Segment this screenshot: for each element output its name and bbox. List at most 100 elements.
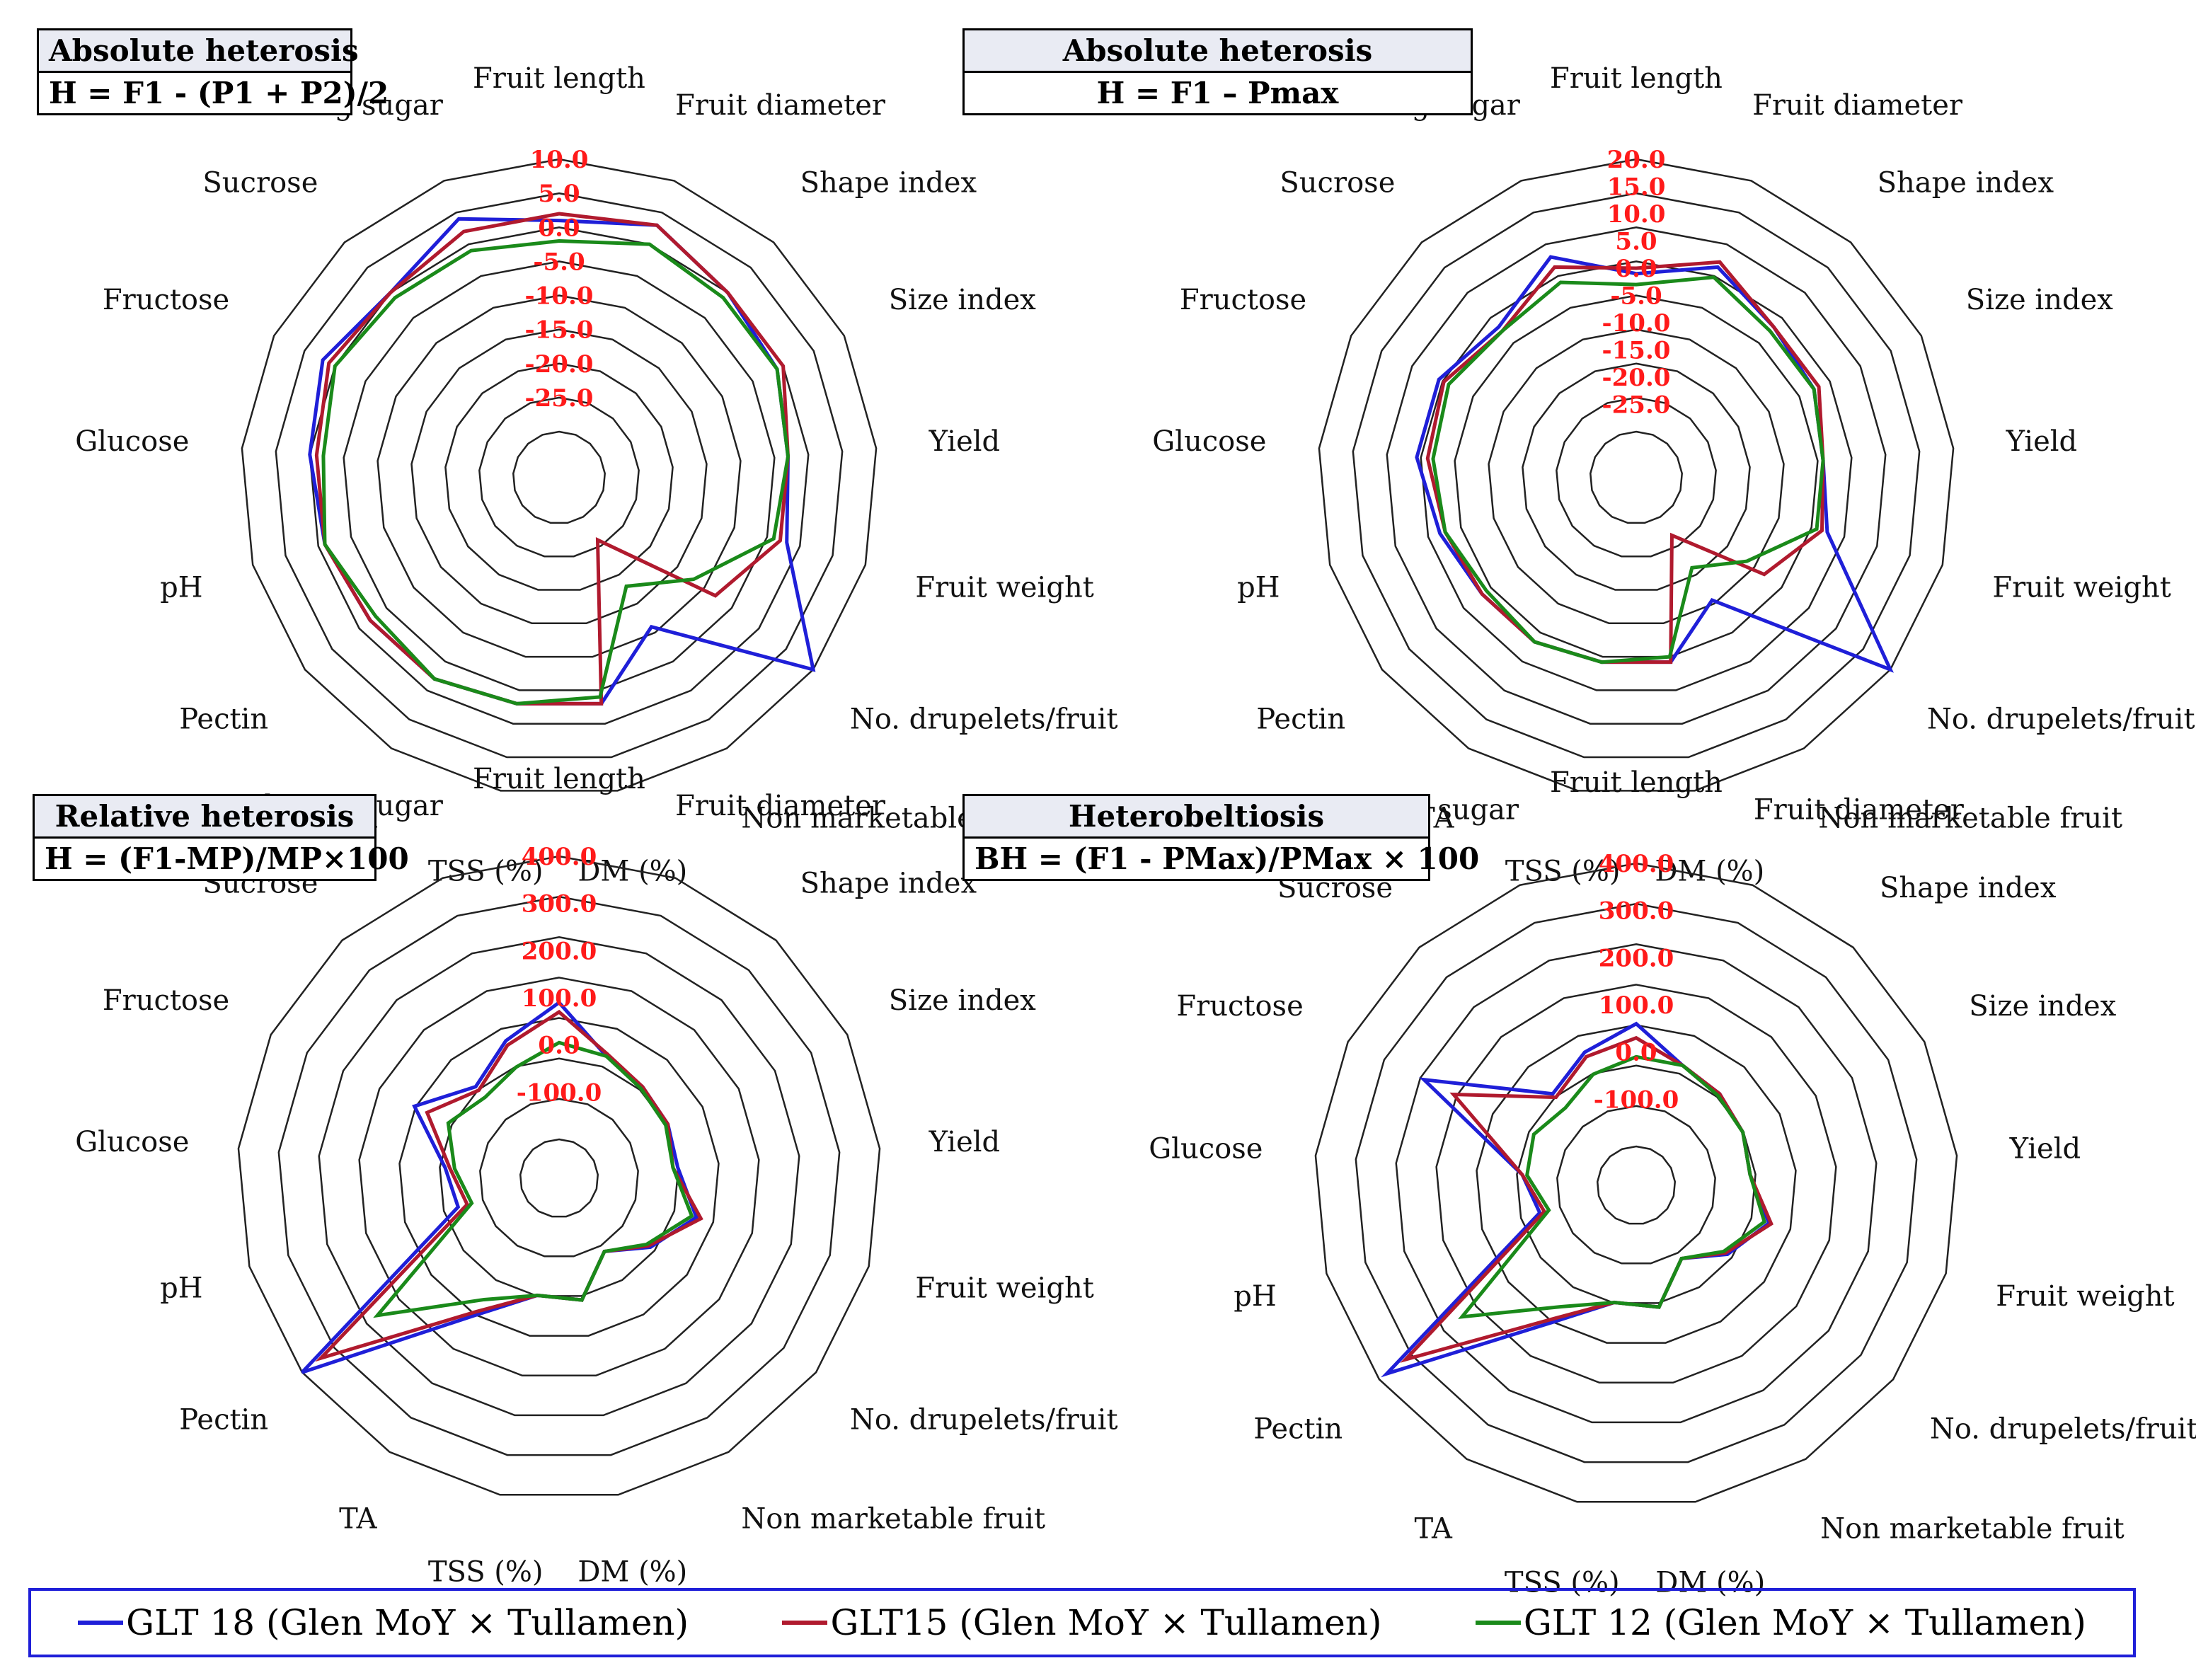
axis-label-size-index: Size index [1966,284,2113,316]
axis-label-tss: TSS (%) [428,1555,544,1588]
legend-label: GLT15 (Glen MoY × Tullamen) [830,1602,1382,1643]
axis-label-size-index: Size index [889,984,1036,1017]
axis-label-dm: DM (%) [577,1555,687,1588]
axis-label-fruit-length: Fruit length [473,763,645,795]
tick-label: -15.0 [525,316,594,345]
grid-ring [479,1098,639,1258]
axis-label-size-index: Size index [889,284,1036,316]
axis-label-fruit-weight: Fruit weight [1992,572,2171,604]
axis-label-fruit-length: Fruit length [1550,766,1723,799]
axis-label-fruit-length: Fruit length [1550,62,1723,95]
axis-label-size-index: Size index [1969,990,2116,1023]
tick-label: 300.0 [522,890,597,919]
tick-label: -20.0 [525,350,594,379]
axis-label-shape-index: Shape index [800,867,977,899]
axis-label-yield: Yield [2006,425,2078,458]
axis-label-sucrose: Sucrose [1280,166,1395,199]
panel-title: Absolute heterosis [39,30,359,73]
tick-label: -10.0 [525,282,594,311]
legend-label: GLT 18 (Glen MoY × Tullamen) [126,1602,689,1643]
grid-ring [512,430,606,524]
radar-chart-4: 400.0 300.0 200.0 100.0 0.0 -100.0 Fruit lengt… [1149,766,2196,1599]
tick-label: 5.0 [1615,228,1657,256]
grid-ring [1386,226,1887,725]
axis-label-fruit-diameter: Fruit diameter [1754,793,1965,826]
axis-label-fruit-length: Fruit length [473,62,645,95]
axis-label-no-drupelets-fruit: No. drupelets/fruit [850,703,1118,735]
axis-label-tss: TSS (%) [428,855,544,887]
grid-ring [1589,430,1683,524]
grid-ring [275,192,844,759]
axis-label-glucose: Glucose [75,425,189,458]
axis-label-yield: Yield [2009,1132,2081,1165]
grid-ring [241,158,878,792]
axis-label-shape-index: Shape index [1878,166,2054,199]
axis-label-glucose: Glucose [1152,425,1266,458]
grid-ring [1556,1105,1716,1265]
panel-title-box-2: Absolute heterosis H = F1 – Pmax [962,28,1473,115]
grid-ring [1435,984,1837,1383]
grid-ring [358,977,760,1376]
grid-ring [1454,294,1819,658]
axis-label-ta: TA [339,1502,377,1535]
panel-title: Relative heterosis [35,796,374,839]
grid-ring [444,362,674,591]
grid-ring [318,936,800,1417]
series-glt-12-glen-moy-tullamen [373,1040,694,1318]
radar-chart-1: 10.0 5.0 0.0 -5.0 -10.0 -15.0 -20.0 -25.0 Fruit … [75,62,1117,887]
tick-label: 0.0 [538,1032,580,1060]
axis-label-pectin: Pectin [179,1403,268,1436]
legend-swatch [1475,1621,1521,1625]
axis-label-pectin: Pectin [179,703,268,735]
tick-label: 10.0 [530,146,589,174]
tick-label: -25.0 [525,384,594,413]
tick-label: 0.0 [538,214,580,242]
panel-title: Heterobeltiosis [965,796,1428,839]
grid-ring [1476,1024,1797,1344]
axis-label-fructose: Fructose [1176,990,1303,1023]
axis-label-fruit-weight: Fruit weight [915,1272,1093,1305]
grid-ring [1556,396,1717,558]
axis-label-pectin: Pectin [1253,1413,1343,1446]
tick-label: 15.0 [1607,173,1666,202]
grid-ring [1314,862,1958,1503]
tick-label: 0.0 [1615,1039,1657,1067]
legend-item-glt12: GLT 12 (Glen MoY × Tullamen) [1475,1602,2086,1643]
axis-label-shape-index: Shape index [1880,872,2057,904]
axis-label-glucose: Glucose [1149,1132,1263,1165]
legend-item-glt15: GLT15 (Glen MoY × Tullamen) [782,1602,1382,1643]
axis-label-ph: pH [1234,1280,1277,1313]
legend-label: GLT 12 (Glen MoY × Tullamen) [1523,1602,2086,1643]
grid-ring [1395,943,1878,1424]
series-glt15-glen-moy-tullamen [315,1009,703,1362]
axis-label-tss: TSS (%) [1505,855,1621,887]
axis-label-dm: DM (%) [1655,855,1764,887]
tick-label: 20.0 [1607,146,1666,174]
tick-label: -5.0 [1610,282,1662,311]
axis-label-fruit-diameter: Fruit diameter [675,89,886,122]
radar-panel-1: 10.0 5.0 0.0 -5.0 -10.0 -15.0 -20.0 -25.0 Fruit … [0,0,1118,887]
axis-label-pectin: Pectin [1256,703,1345,735]
radar-chart-2: 20.015.010.05.00.0-5.0-10.0-15.0-20.0-25… [1152,62,2195,887]
axis-label-fructose: Fructose [1180,284,1306,316]
grid-ring [519,1138,599,1218]
tick-label: -100.0 [517,1078,602,1107]
tick-label: 400.0 [1599,850,1674,878]
axis-label-yield: Yield [929,425,1001,458]
axis-label-ta: TA [1415,1513,1453,1546]
tick-label: -15.0 [1602,337,1671,365]
grid-ring [398,1017,720,1337]
axis-label-dm: DM (%) [1655,1566,1765,1599]
axis-label-dm: DM (%) [577,855,687,887]
grid-ring [376,294,742,658]
axis-label-fruit-weight: Fruit weight [1996,1280,2174,1313]
panel-formula: H = (F1-MP)/MP×100 [45,841,409,876]
axis-label-no-drupelets-fruit: No. drupelets/fruit [850,1403,1118,1436]
axis-label-ph: pH [160,572,203,604]
axis-label-fructose: Fructose [103,984,229,1017]
grid-ring [277,895,841,1456]
tick-label: -10.0 [1602,309,1671,338]
tick-label: -25.0 [1602,391,1671,420]
legend-item-glt18: GLT 18 (Glen MoY × Tullamen) [78,1602,689,1643]
panel-title-box-1: Absolute heterosis H = F1 - (P1 + P2)/2 [37,28,389,115]
